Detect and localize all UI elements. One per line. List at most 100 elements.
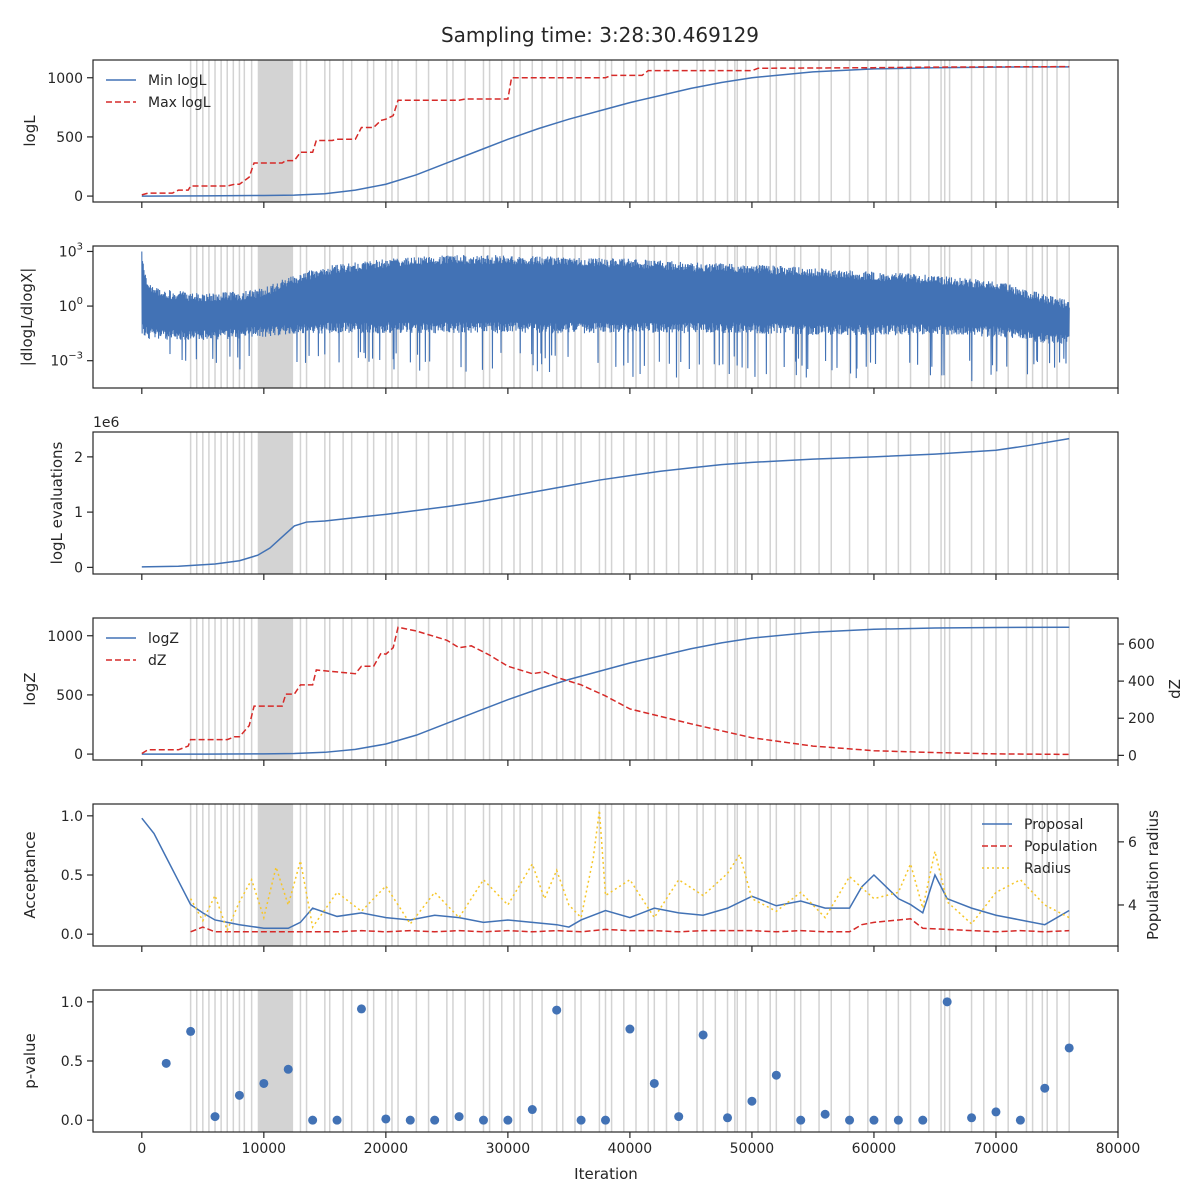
data-point (601, 1115, 610, 1125)
data-point (918, 1115, 928, 1125)
data-point (478, 1115, 488, 1125)
axes-frame (92, 617, 1119, 761)
data-point (405, 1115, 415, 1125)
series-line-max-logl (141, 65, 1070, 196)
y-right-tick-label: 400 (1128, 674, 1155, 690)
y-tick-label: 500 (56, 130, 83, 146)
legend-entry: Min logL (148, 73, 207, 89)
y-tick-label: 10−3 (50, 351, 83, 370)
y-right-tick-label: 600 (1128, 637, 1155, 653)
data-point (698, 1030, 708, 1040)
y-tick-exponent: 3 (77, 241, 83, 252)
y-right-tick-label: 6 (1128, 835, 1137, 851)
data-point (161, 1058, 171, 1068)
y-tick-exponent: 0 (77, 296, 83, 307)
y-tick-label: 0 (74, 560, 83, 576)
y-offset-label: 1e6 (93, 415, 120, 431)
data-point (234, 1090, 244, 1100)
y-tick-label: 103 (59, 241, 83, 260)
y-right-axis-label: Population radius (1144, 810, 1162, 940)
data-point (454, 1112, 464, 1122)
data-point (332, 1115, 342, 1125)
y-axis-label: logL evaluations (48, 441, 66, 564)
shaded-region (257, 60, 294, 202)
panel-5: 0.0 0.5 1.0 4 6 Acceptance Population radius Pr… (21, 803, 1162, 952)
y-tick-label: 0.5 (61, 868, 83, 884)
legend-entry: Population (1024, 839, 1098, 855)
data-point (820, 1109, 830, 1119)
y-axis-label: |dlogL/dlogX| (18, 268, 36, 367)
y-axis-label: Acceptance (21, 831, 39, 918)
y-tick-label: 0.0 (61, 927, 83, 943)
figure-title: Sampling time: 3:28:30.469129 (441, 23, 759, 47)
y-tick-label: 0 (74, 189, 83, 205)
data-point (527, 1105, 537, 1115)
plot-area (141, 60, 1070, 202)
y-tick-exponent: −3 (68, 351, 83, 362)
series-line-proposal (141, 817, 1070, 929)
panel-2: 10−3 100 103 |dlogL/dlogX| (18, 241, 1119, 394)
y-tick-label: 1000 (47, 71, 83, 87)
y-right-tick-label: 0 (1128, 748, 1137, 764)
y-tick-label: 0.5 (61, 1054, 83, 1070)
data-point (723, 1113, 733, 1123)
y-tick-label: 100 (59, 296, 83, 315)
shaded-region (257, 432, 294, 574)
legend-entry: logZ (148, 631, 179, 647)
data-point (625, 1024, 635, 1034)
legend: logZ dZ (106, 631, 179, 669)
x-tick-label: 50000 (730, 1141, 775, 1157)
data-point (771, 1070, 781, 1080)
series-line-min-logl (141, 66, 1070, 197)
y-tick-label: 0 (74, 747, 83, 763)
panel-3: 0 1 2 1e6 logL evaluations (48, 415, 1119, 580)
panel-6: 0 10000 20000 30000 40000 50000 60000 70000 8000… (21, 989, 1140, 1157)
series-line-dz (141, 626, 1070, 756)
y-tick-label: 1 (74, 505, 83, 521)
data-point (674, 1112, 684, 1122)
data-point (1015, 1115, 1025, 1125)
data-point (430, 1115, 440, 1125)
y-tick-label: 0.0 (61, 1113, 83, 1129)
data-point (210, 1112, 220, 1122)
x-axis-label: Iteration (574, 1165, 638, 1183)
x-tick-label: 60000 (852, 1141, 897, 1157)
data-point (747, 1096, 757, 1106)
series-line-radius (189, 810, 1070, 933)
shaded-region (257, 804, 294, 946)
panel-1: 0 500 1000 logL Min logL Max logL (21, 59, 1119, 208)
plot-area (141, 246, 1070, 388)
data-point (893, 1115, 903, 1125)
data-point (356, 1004, 366, 1014)
data-point (576, 1115, 586, 1125)
y-right-axis-label: dZ (1166, 679, 1184, 699)
plot-area (161, 990, 1074, 1132)
plot-area (141, 432, 1070, 574)
y-tick-label: 2 (74, 450, 83, 466)
axes-frame (92, 431, 1119, 575)
y-axis-label: logZ (21, 672, 39, 705)
y-tick-label: 500 (56, 688, 83, 704)
y-right-tick-label: 200 (1128, 711, 1155, 727)
legend-entry: Proposal (1024, 817, 1083, 833)
plot-area (141, 804, 1070, 946)
data-point (552, 1005, 562, 1015)
shaded-region (257, 618, 294, 760)
x-tick-label: 10000 (242, 1141, 287, 1157)
x-tick-label: 0 (137, 1141, 146, 1157)
y-axis-label: logL (21, 115, 39, 147)
y-right-tick-label: 4 (1128, 898, 1137, 914)
data-point (869, 1115, 879, 1125)
axes-frame (92, 59, 1119, 203)
data-point (942, 997, 952, 1007)
y-axis-label: p-value (21, 1033, 39, 1089)
y-tick-label: 1000 (47, 629, 83, 645)
series-line-logz (141, 626, 1070, 755)
panel-4: 0 500 1000 0 200 400 600 logZ dZ logZ dZ (21, 617, 1184, 766)
axes-frame (92, 245, 1119, 389)
data-point (259, 1078, 269, 1088)
data-point (1064, 1043, 1074, 1053)
data-point (283, 1064, 293, 1074)
shaded-region (257, 990, 294, 1132)
